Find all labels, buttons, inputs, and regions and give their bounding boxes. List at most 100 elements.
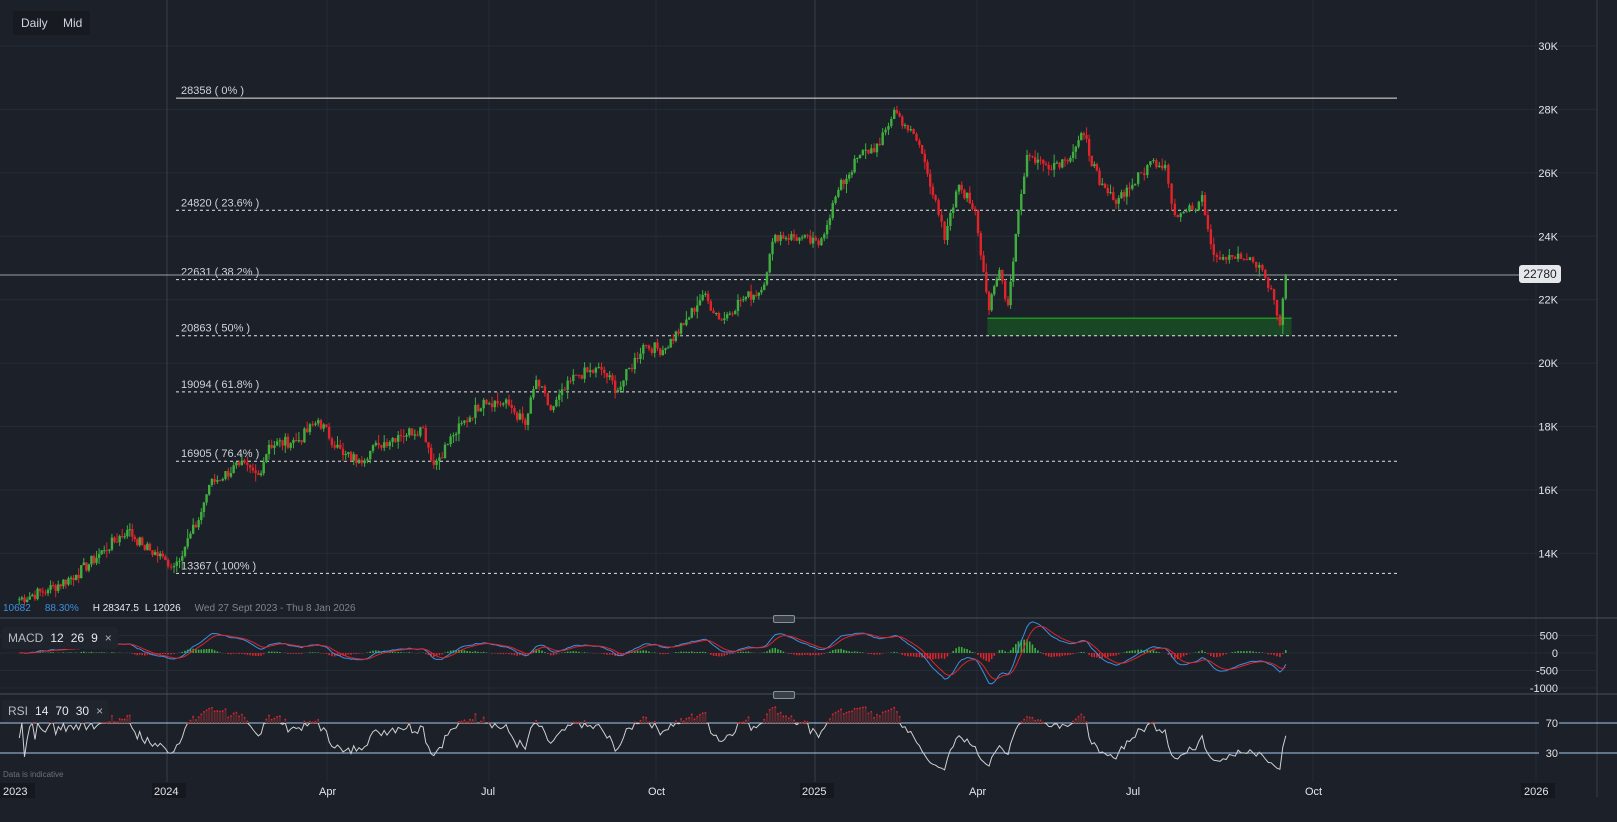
candle-body: [317, 420, 320, 424]
macd-close-icon[interactable]: ×: [104, 631, 112, 645]
candle-body: [1133, 183, 1137, 185]
candle-body: [1125, 187, 1129, 197]
rsi-overbought-point: [831, 713, 834, 715]
rsi-overbought-point: [790, 715, 793, 718]
candle-body: [485, 399, 488, 405]
candle-body: [1275, 299, 1279, 316]
candle-body: [28, 596, 31, 600]
candle-body: [110, 537, 114, 550]
candle-body: [419, 427, 422, 436]
rsi-overbought-point: [284, 718, 287, 721]
rsi-overbought-point: [488, 721, 491, 724]
candle-body: [126, 529, 129, 537]
rsi-overbought-point: [224, 708, 227, 711]
candle-body: [54, 585, 57, 591]
macd-tick-label: 0: [1552, 648, 1558, 660]
candle-body: [636, 357, 639, 360]
candle-body: [257, 472, 260, 476]
rsi-overbought-point: [798, 722, 801, 724]
candle-body: [555, 399, 558, 407]
candle-body: [394, 438, 397, 442]
candle-body: [715, 313, 718, 315]
candle-body: [1152, 160, 1155, 162]
candle-body: [1022, 176, 1026, 194]
candle-body: [259, 473, 263, 476]
candle-body: [1085, 135, 1088, 139]
candle-body: [181, 556, 184, 561]
price-type-button[interactable]: Mid: [55, 11, 91, 35]
candle-body: [853, 158, 856, 173]
interval-button[interactable]: Daily: [13, 11, 56, 35]
candle-body: [1025, 155, 1029, 177]
candle-body: [757, 292, 761, 296]
rsi-overbought-point: [457, 720, 460, 723]
candle-body: [666, 347, 670, 349]
rsi-close-icon[interactable]: ×: [96, 704, 104, 718]
candle-body: [205, 494, 208, 503]
rsi-overbought-point: [105, 721, 108, 724]
fib-level-label: 24820 ( 23.6% ): [181, 197, 259, 209]
candle-body: [197, 520, 200, 528]
candle-body: [435, 460, 438, 465]
candle-body: [736, 299, 740, 311]
rsi-overbought-point: [845, 711, 848, 714]
rsi-overbought-point: [771, 707, 774, 709]
candle-body: [399, 435, 403, 437]
candle-body: [363, 460, 366, 464]
rsi-overbought-point: [238, 715, 240, 718]
candle-body: [237, 462, 241, 465]
candle-body: [534, 379, 538, 390]
candle-body: [186, 538, 189, 547]
candle-body: [839, 180, 843, 190]
candle-body: [510, 404, 513, 408]
candle-body: [800, 237, 804, 239]
candle-body: [1128, 187, 1131, 189]
candle-body: [232, 465, 235, 474]
candle-body: [600, 366, 603, 370]
candle-body: [577, 374, 581, 376]
candle-body: [123, 536, 126, 538]
candle-body: [424, 428, 428, 443]
rsi-overbought-point: [211, 706, 213, 709]
macd-resize-handle[interactable]: [773, 615, 795, 623]
x-tick-bg: [800, 783, 834, 798]
data-indicative-note: Data is indicative: [3, 770, 64, 779]
candle-body: [281, 440, 284, 446]
candle-body: [1228, 254, 1231, 260]
candle-body: [709, 301, 713, 311]
candle-body: [254, 470, 257, 473]
candle-body: [532, 389, 535, 398]
rsi-overbought-point: [744, 719, 747, 722]
candle-body: [366, 459, 369, 461]
candle-body: [974, 208, 977, 210]
rsi-overbought-point: [837, 710, 840, 713]
candle-body: [518, 413, 522, 420]
rsi-overbought-point: [195, 719, 197, 721]
candle-body: [421, 427, 425, 429]
candle-body: [878, 143, 881, 145]
candle-body: [23, 597, 26, 603]
candle-body: [175, 561, 178, 567]
candle-body: [325, 424, 328, 428]
candle-body: [669, 338, 672, 348]
candle-body: [141, 537, 144, 546]
candle-body: [213, 478, 216, 482]
info-high: H 28347.5: [92, 603, 139, 614]
rsi-overbought-point: [867, 712, 870, 715]
rsi-overbought-point: [583, 720, 586, 722]
candle-body: [1200, 195, 1204, 202]
candle-body: [537, 379, 541, 387]
macd-legend: MACD 12 26 9 ×: [2, 627, 118, 649]
rsi-overbought-point: [186, 722, 189, 724]
y-tick-label: 28K: [1538, 104, 1558, 116]
candle-body: [1131, 184, 1134, 189]
candle-body: [642, 345, 645, 354]
candle-body: [1063, 159, 1067, 161]
candle-body: [591, 370, 595, 373]
rsi-overbought-point: [480, 720, 482, 723]
candle-body: [1082, 133, 1086, 136]
rsi-overbought-point: [873, 716, 876, 719]
rsi-resize-handle[interactable]: [773, 691, 795, 699]
candle-body: [823, 234, 826, 239]
